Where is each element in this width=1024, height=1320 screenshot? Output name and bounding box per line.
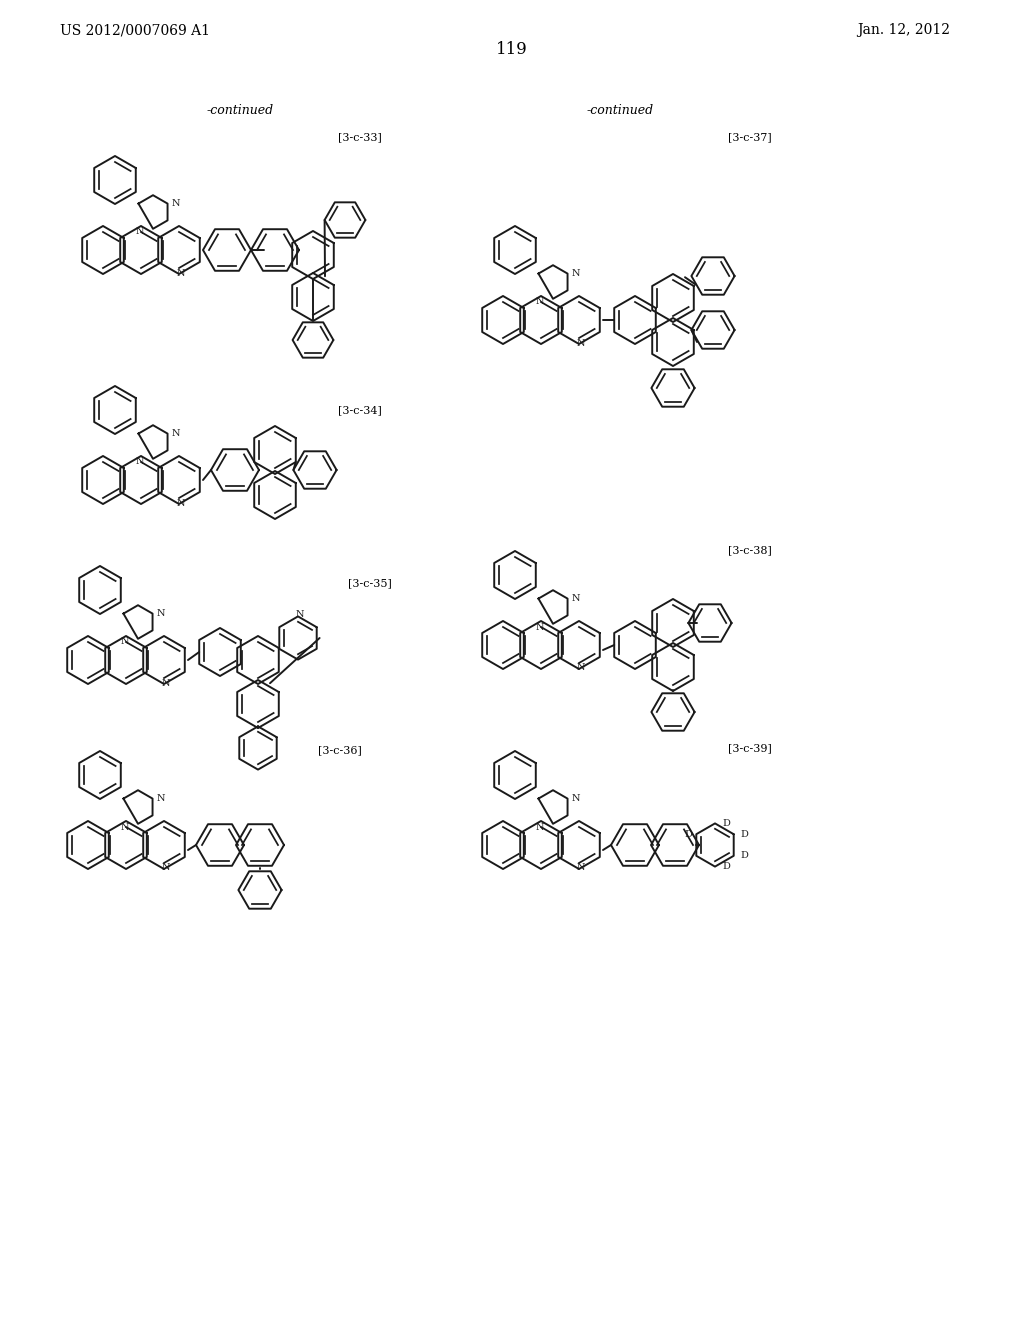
Text: N: N xyxy=(177,268,185,277)
Text: N: N xyxy=(577,338,586,347)
Text: D: D xyxy=(740,851,749,861)
Text: N: N xyxy=(177,499,185,507)
Text: N: N xyxy=(121,638,129,647)
Text: [3-c-37]: [3-c-37] xyxy=(728,132,772,143)
Text: N: N xyxy=(136,227,144,236)
Text: -continued: -continued xyxy=(587,103,653,116)
Text: US 2012/0007069 A1: US 2012/0007069 A1 xyxy=(60,22,210,37)
Text: D: D xyxy=(684,830,692,838)
Text: N: N xyxy=(296,610,304,619)
Text: [3-c-35]: [3-c-35] xyxy=(348,578,392,587)
Text: N: N xyxy=(157,609,165,618)
Text: N: N xyxy=(172,429,180,438)
Text: N: N xyxy=(571,795,580,803)
Text: N: N xyxy=(136,458,144,466)
Text: N: N xyxy=(157,795,165,803)
Text: 119: 119 xyxy=(496,41,528,58)
Text: N: N xyxy=(536,822,544,832)
Text: Jan. 12, 2012: Jan. 12, 2012 xyxy=(857,22,950,37)
Text: N: N xyxy=(577,863,586,873)
Text: D: D xyxy=(722,818,730,828)
Text: D: D xyxy=(740,830,749,838)
Text: N: N xyxy=(162,678,170,688)
Text: N: N xyxy=(172,199,180,209)
Text: N: N xyxy=(121,822,129,832)
Text: N: N xyxy=(162,863,170,873)
Text: N: N xyxy=(577,664,586,672)
Text: -continued: -continued xyxy=(207,103,273,116)
Text: [3-c-39]: [3-c-39] xyxy=(728,743,772,752)
Text: N: N xyxy=(571,594,580,603)
Text: N: N xyxy=(571,269,580,279)
Text: [3-c-36]: [3-c-36] xyxy=(318,744,361,755)
Text: [3-c-38]: [3-c-38] xyxy=(728,545,772,554)
Text: N: N xyxy=(536,297,544,306)
Text: N: N xyxy=(536,623,544,631)
Text: D: D xyxy=(722,862,730,871)
Text: [3-c-33]: [3-c-33] xyxy=(338,132,382,143)
Text: [3-c-34]: [3-c-34] xyxy=(338,405,382,414)
